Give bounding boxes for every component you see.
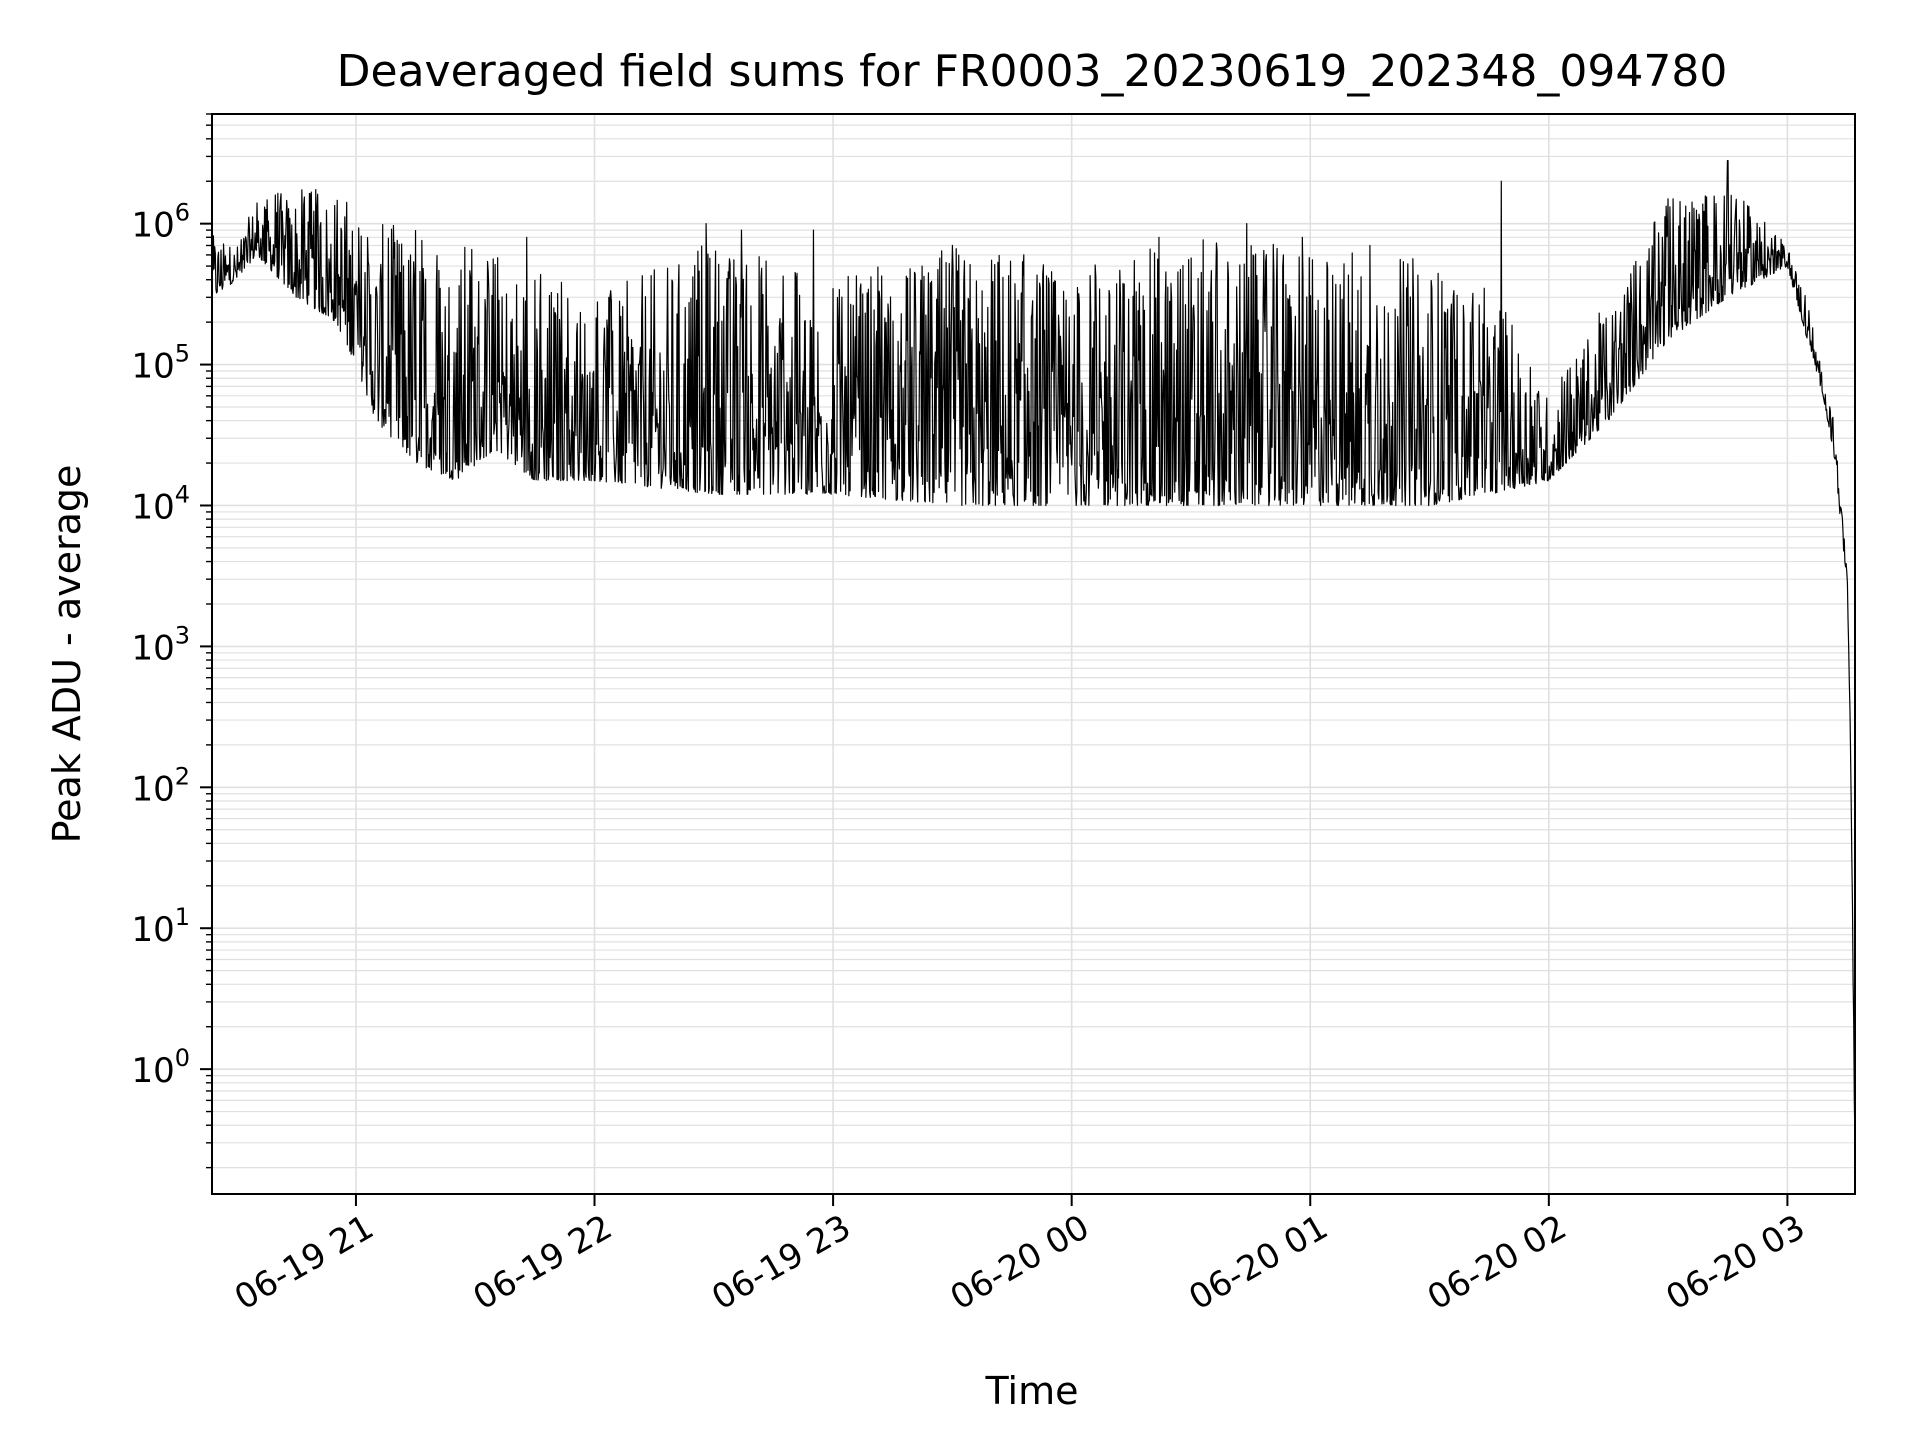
series-line — [212, 160, 1856, 1145]
x-tick-label: 06-19 23 — [705, 1207, 857, 1318]
x-tick-label: 06-19 21 — [228, 1207, 380, 1318]
y-axis-label: Peak ADU - average — [45, 465, 89, 844]
x-tick-label: 06-20 02 — [1421, 1207, 1573, 1318]
x-axis-label: Time — [985, 1369, 1079, 1413]
x-tick-label: 06-20 03 — [1660, 1207, 1812, 1318]
x-tick-label: 06-20 00 — [944, 1207, 1096, 1318]
y-tick-label: 102 — [131, 762, 190, 809]
x-axis-ticks: 06-19 21 06-19 22 06-19 23 06-20 00 06-20 01… — [228, 1194, 1812, 1318]
chart-title: Deaveraged field sums for FR0003_2023061… — [337, 46, 1728, 97]
x-tick-label: 06-20 01 — [1182, 1207, 1334, 1318]
y-tick-label: 104 — [131, 480, 190, 527]
series-path — [212, 160, 1856, 1145]
grid-lines — [212, 113, 1855, 1194]
y-axis-ticks: 100 101 102 103 104 105 106 — [131, 113, 212, 1169]
axes-frame — [211, 113, 1856, 1195]
y-tick-label: 106 — [131, 199, 190, 246]
x-tick-label: 06-19 22 — [467, 1207, 619, 1318]
y-tick-label: 100 — [131, 1044, 190, 1091]
y-tick-label: 101 — [131, 903, 190, 950]
y-tick-label: 105 — [131, 340, 190, 387]
y-tick-label: 103 — [131, 621, 190, 668]
